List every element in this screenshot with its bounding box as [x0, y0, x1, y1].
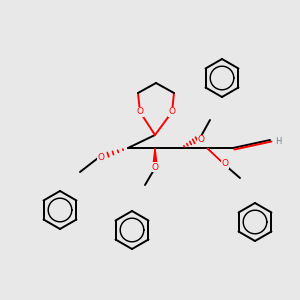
Text: O: O — [197, 136, 205, 145]
Text: O: O — [152, 163, 158, 172]
Text: O: O — [221, 160, 229, 169]
Text: O: O — [98, 154, 104, 163]
Text: O: O — [136, 107, 143, 116]
Polygon shape — [153, 148, 157, 168]
Text: H: H — [275, 137, 281, 146]
Text: O: O — [169, 107, 176, 116]
Polygon shape — [207, 148, 226, 167]
